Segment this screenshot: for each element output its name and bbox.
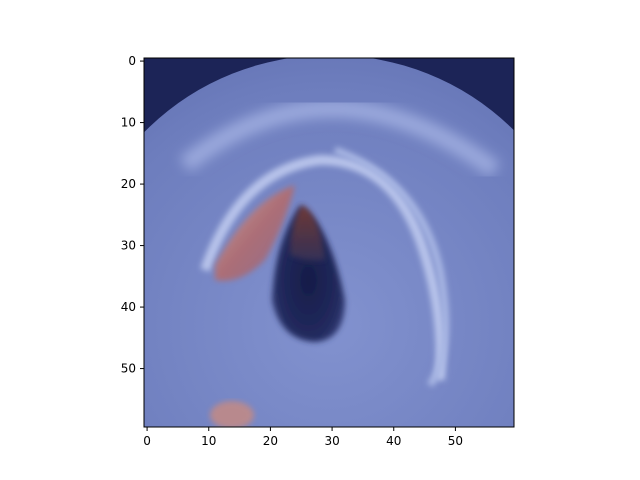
x-tick-label: 0 <box>143 434 151 448</box>
y-tick-label: 50 <box>121 362 136 376</box>
x-tick-label: 40 <box>386 434 401 448</box>
bottom-warm-spot <box>210 401 254 427</box>
x-tick-label: 50 <box>448 434 463 448</box>
y-tick-label: 0 <box>128 54 136 68</box>
core-tip <box>290 205 325 261</box>
rim-highlight <box>179 99 501 178</box>
y-tick-label: 10 <box>121 116 136 130</box>
inner-arc-2 <box>333 146 450 388</box>
main-field <box>144 58 514 427</box>
warm-region <box>215 185 295 281</box>
y-tick-label: 30 <box>121 239 136 253</box>
inner-arc <box>200 154 446 381</box>
y-axis: 0 10 20 30 40 50 <box>121 54 144 376</box>
y-tick-label: 40 <box>121 300 136 314</box>
x-tick-label: 30 <box>324 434 339 448</box>
dark-core <box>272 205 345 342</box>
x-axis: 0 10 20 30 40 50 <box>143 427 463 448</box>
axes-frame <box>143 57 515 428</box>
x-tick-label: 20 <box>263 434 278 448</box>
image-content <box>144 58 514 427</box>
x-tick-label: 10 <box>201 434 216 448</box>
y-tick-label: 20 <box>121 177 136 191</box>
